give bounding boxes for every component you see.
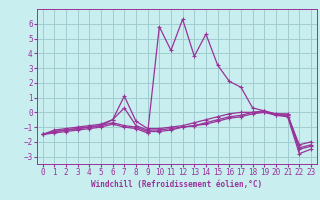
X-axis label: Windchill (Refroidissement éolien,°C): Windchill (Refroidissement éolien,°C) [91, 180, 262, 189]
